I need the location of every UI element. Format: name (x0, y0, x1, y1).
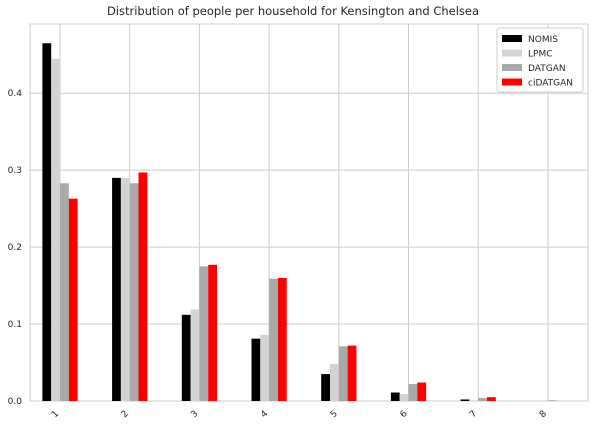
bar-datgan-2 (129, 183, 139, 401)
y-axis: 0.0 0.1 0.2 0.3 0.4 (8, 89, 23, 407)
x-tick-label: 5 (329, 409, 340, 420)
bars (42, 43, 557, 402)
legend-label-cidatgan: ciDATGAN (528, 79, 573, 89)
bar-datgan-5 (338, 346, 348, 401)
legend-label-lpmc: LPMC (528, 50, 553, 60)
bar-lpmc-7 (469, 400, 479, 401)
legend-swatch-cidatgan (502, 78, 522, 86)
bar-cidatgan-3 (208, 264, 217, 401)
bar-nomis-2 (112, 177, 121, 401)
y-tick-label: 0.1 (8, 320, 22, 330)
x-axis: 1 2 3 4 5 6 7 8 (50, 409, 549, 420)
legend-label-datgan: DATGAN (528, 64, 566, 74)
bar-cidatgan-2 (138, 172, 148, 401)
bar-nomis-4 (251, 338, 261, 401)
bar-datgan-1 (60, 183, 69, 401)
legend-label-nomis: NOMIS (528, 35, 558, 45)
bar-datgan-4 (269, 278, 278, 401)
y-tick-label: 0.4 (8, 89, 23, 99)
bar-cidatgan-5 (347, 345, 357, 401)
y-tick-label: 0.2 (8, 243, 22, 253)
bar-datgan-3 (199, 266, 209, 401)
bar-lpmc-4 (260, 334, 270, 401)
y-tick-label: 0.0 (8, 397, 23, 407)
chart-title: Distribution of people per household for… (107, 4, 479, 18)
legend-swatch-lpmc (502, 49, 522, 57)
bar-cidatgan-7 (487, 397, 496, 401)
bar-datgan-6 (408, 384, 418, 401)
bar-nomis-1 (42, 43, 52, 401)
y-tick-label: 0.3 (8, 166, 22, 176)
legend-box (496, 27, 584, 93)
bar-cidatgan-4 (277, 277, 287, 401)
bar-nomis-3 (181, 314, 191, 401)
x-tick-label: 2 (120, 409, 131, 420)
bar-cidatgan-1 (68, 198, 78, 401)
bar-nomis-7 (460, 399, 470, 401)
bar-datgan-8 (547, 400, 557, 401)
x-tick-label: 8 (538, 409, 549, 420)
x-tick-label: 6 (399, 409, 410, 420)
x-tick-label: 4 (259, 409, 270, 420)
bar-lpmc-3 (190, 309, 200, 401)
bar-datgan-7 (478, 397, 487, 401)
bar-nomis-6 (390, 392, 400, 401)
x-tick-label: 7 (468, 409, 479, 420)
legend: NOMIS LPMC DATGAN ciDATGAN (496, 27, 584, 93)
legend-swatch-nomis (502, 35, 522, 42)
legend-swatch-datgan (502, 64, 522, 71)
bar-lpmc-5 (330, 364, 339, 401)
bar-lpmc-6 (399, 394, 409, 401)
bar-nomis-5 (321, 374, 330, 401)
x-tick-label: 1 (50, 409, 61, 420)
bar-cidatgan-6 (417, 382, 427, 401)
bar-lpmc-2 (120, 177, 130, 401)
bar-lpmc-1 (51, 58, 60, 402)
x-tick-label: 3 (189, 409, 200, 420)
